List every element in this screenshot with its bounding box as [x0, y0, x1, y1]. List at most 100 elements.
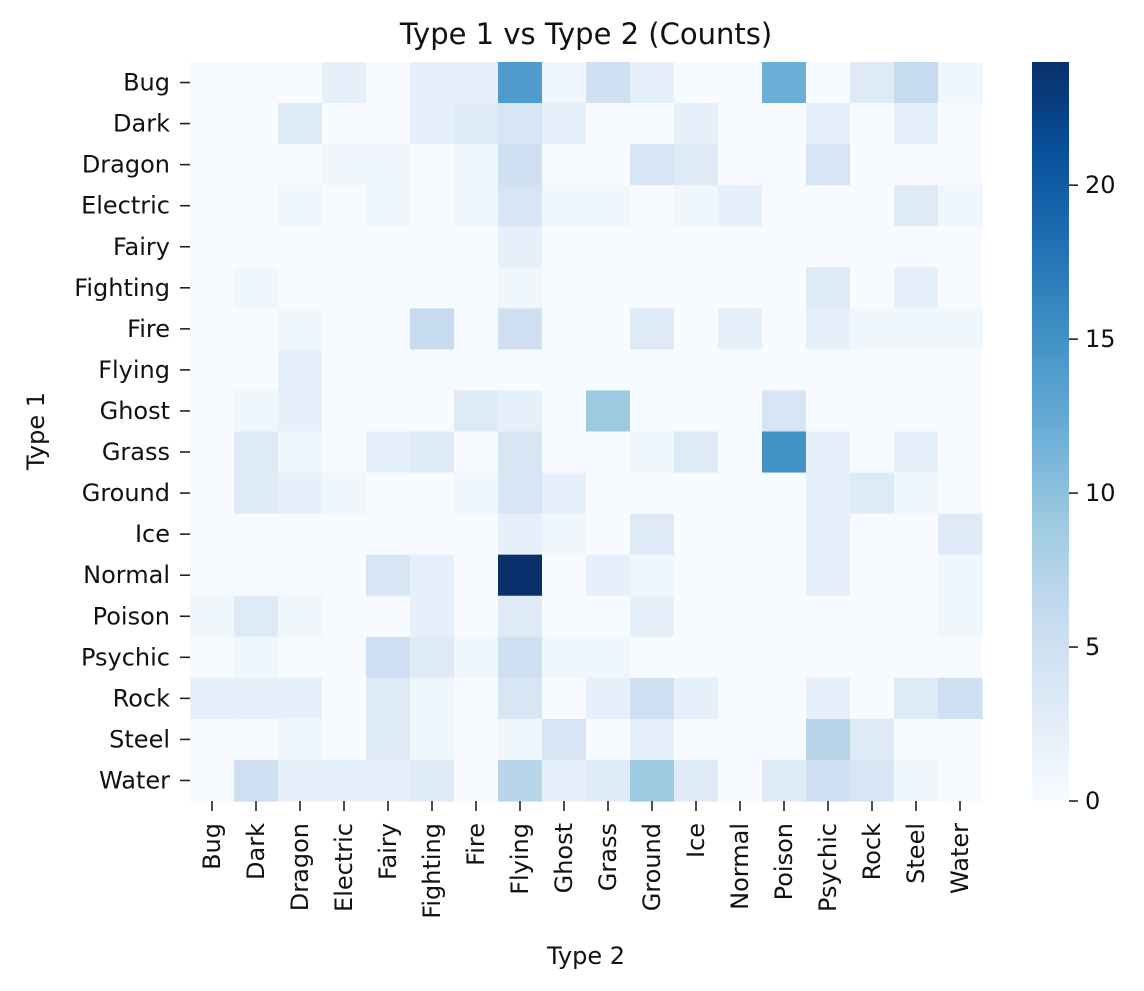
- y-tick-label-grass: Grass: [102, 438, 170, 466]
- cell-dark-fighting: Dark / Fighting: 2: [410, 103, 455, 145]
- cell-poison-ghost: Poison / Ghost: 0: [542, 595, 587, 638]
- cell-dragon-fairy: Dragon / Fairy: 1: [366, 144, 411, 186]
- y-tick-label-rock: Rock: [113, 684, 170, 712]
- cell-poison-electric: Poison / Electric: 0: [322, 595, 367, 638]
- cell-bug-rock: Bug / Rock: 3: [850, 62, 895, 104]
- cell-grass-bug: Grass / Bug: 0: [190, 431, 235, 474]
- cell-psychic-fire: Psychic / Fire: 1: [454, 636, 499, 679]
- cell-ice-psychic: Ice / Psychic: 2: [806, 513, 851, 556]
- cell-ghost-ground: Ghost / Ground: 0: [630, 390, 675, 433]
- cell-electric-ghost: Electric / Ghost: 1: [542, 185, 587, 227]
- cell-poison-fire: Poison / Fire: 0: [454, 595, 499, 638]
- cell-dragon-steel: Dragon / Steel: 0: [894, 144, 939, 186]
- cell-poison-ice: Poison / Ice: 0: [674, 595, 719, 638]
- cell-ground-flying: Ground / Flying: 4: [498, 472, 543, 515]
- cell-fairy-ground: Fairy / Ground: 0: [630, 226, 675, 268]
- cell-steel-fairy: Steel / Fairy: 3: [366, 718, 411, 761]
- cell-bug-bug: Bug / Bug: 0: [190, 62, 235, 104]
- x-tick-label-ice: Ice: [682, 823, 710, 858]
- cell-electric-poison: Electric / Poison: 0: [762, 185, 807, 227]
- x-tick-label-ground: Ground: [638, 823, 666, 911]
- x-tick-label-fairy: Fairy: [374, 823, 402, 880]
- cell-grass-normal: Grass / Normal: 0: [718, 431, 763, 474]
- cell-flying-dark: Flying / Dark: 0: [234, 349, 279, 392]
- cell-fire-fire: Fire / Fire: 0: [454, 308, 499, 350]
- x-tick-label-electric: Electric: [330, 823, 358, 912]
- cell-normal-poison: Normal / Poison: 0: [762, 554, 807, 597]
- cell-dark-ice: Dark / Ice: 2: [674, 103, 719, 145]
- y-tick-label-psychic: Psychic: [81, 643, 170, 671]
- cell-fire-water: Fire / Water: 1: [938, 308, 983, 350]
- cell-grass-dragon: Grass / Dragon: 1: [278, 431, 323, 474]
- cell-rock-fighting: Rock / Fighting: 1: [410, 677, 455, 720]
- cell-dragon-ice: Dragon / Ice: 3: [674, 144, 719, 186]
- cell-electric-steel: Electric / Steel: 3: [894, 185, 939, 227]
- cell-rock-ice: Rock / Ice: 2: [674, 677, 719, 720]
- cell-ghost-normal: Ghost / Normal: 0: [718, 390, 763, 433]
- cell-dragon-electric: Dragon / Electric: 1: [322, 144, 367, 186]
- cell-steel-rock: Steel / Rock: 3: [850, 718, 895, 761]
- cell-flying-flying: Flying / Flying: 0: [498, 349, 543, 392]
- cell-dragon-dark: Dragon / Dark: 0: [234, 144, 279, 186]
- cell-fairy-steel: Fairy / Steel: 0: [894, 226, 939, 268]
- cell-flying-poison: Flying / Poison: 0: [762, 349, 807, 392]
- cell-ice-rock: Ice / Rock: 0: [850, 513, 895, 556]
- cell-psychic-psychic: Psychic / Psychic: 0: [806, 636, 851, 679]
- cell-dark-rock: Dark / Rock: 0: [850, 103, 895, 145]
- cell-electric-dragon: Electric / Dragon: 1: [278, 185, 323, 227]
- cell-steel-ground: Steel / Ground: 2: [630, 718, 675, 761]
- cell-ice-fighting: Ice / Fighting: 0: [410, 513, 455, 556]
- cell-rock-dragon: Rock / Dragon: 2: [278, 677, 323, 720]
- cell-flying-psychic: Flying / Psychic: 0: [806, 349, 851, 392]
- x-tick-label-bug: Bug: [198, 823, 226, 870]
- cell-normal-dragon: Normal / Dragon: 0: [278, 554, 323, 597]
- cell-poison-bug: Poison / Bug: 1: [190, 595, 235, 638]
- cell-normal-flying: Normal / Flying: 24: [498, 554, 543, 597]
- cell-fairy-fighting: Fairy / Fighting: 0: [410, 226, 455, 268]
- cell-fairy-normal: Fairy / Normal: 0: [718, 226, 763, 268]
- cell-poison-poison: Poison / Poison: 0: [762, 595, 807, 638]
- cell-electric-water: Electric / Water: 1: [938, 185, 983, 227]
- cell-grass-ghost: Grass / Ghost: 0: [542, 431, 587, 474]
- cell-dragon-water: Dragon / Water: 0: [938, 144, 983, 186]
- cell-water-normal: Water / Normal: 0: [718, 759, 763, 802]
- cell-fighting-ground: Fighting / Ground: 0: [630, 267, 675, 309]
- cell-bug-ground: Bug / Ground: 2: [630, 62, 675, 104]
- cell-psychic-grass: Psychic / Grass: 1: [586, 636, 631, 679]
- cell-normal-steel: Normal / Steel: 0: [894, 554, 939, 597]
- cell-normal-normal: Normal / Normal: 0: [718, 554, 763, 597]
- cell-ground-dark: Ground / Dark: 3: [234, 472, 279, 515]
- cell-electric-psychic: Electric / Psychic: 0: [806, 185, 851, 227]
- cell-fairy-electric: Fairy / Electric: 0: [322, 226, 367, 268]
- cell-fire-steel: Fire / Steel: 1: [894, 308, 939, 350]
- cell-fighting-fairy: Fighting / Fairy: 0: [366, 267, 411, 309]
- cell-electric-grass: Electric / Grass: 1: [586, 185, 631, 227]
- cell-steel-dark: Steel / Dark: 0: [234, 718, 279, 761]
- cell-steel-steel: Steel / Steel: 0: [894, 718, 939, 761]
- cell-poison-ground: Poison / Ground: 2: [630, 595, 675, 638]
- cell-electric-rock: Electric / Rock: 0: [850, 185, 895, 227]
- cell-water-bug: Water / Bug: 0: [190, 759, 235, 802]
- y-tick-label-poison: Poison: [93, 602, 170, 630]
- cell-water-ghost: Water / Ghost: 2: [542, 759, 587, 802]
- cell-ice-normal: Ice / Normal: 0: [718, 513, 763, 556]
- cell-fighting-normal: Fighting / Normal: 0: [718, 267, 763, 309]
- cell-psychic-bug: Psychic / Bug: 0: [190, 636, 235, 679]
- colorbar-tick-label-20: 20: [1085, 171, 1116, 199]
- x-tick-label-water: Water: [946, 823, 974, 894]
- cell-grass-ice: Grass / Ice: 3: [674, 431, 719, 474]
- cell-flying-fairy: Flying / Fairy: 0: [366, 349, 411, 392]
- cell-dark-psychic: Dark / Psychic: 2: [806, 103, 851, 145]
- cell-flying-normal: Flying / Normal: 0: [718, 349, 763, 392]
- cell-ground-fairy: Ground / Fairy: 0: [366, 472, 411, 515]
- cell-ice-ice: Ice / Ice: 0: [674, 513, 719, 556]
- cell-fire-fighting: Fire / Fighting: 6: [410, 308, 455, 350]
- y-tick-label-fire: Fire: [127, 315, 170, 343]
- cell-dragon-psychic: Dragon / Psychic: 4: [806, 144, 851, 186]
- cell-ice-ghost: Ice / Ghost: 1: [542, 513, 587, 556]
- cell-poison-dark: Poison / Dark: 3: [234, 595, 279, 638]
- cell-steel-electric: Steel / Electric: 0: [322, 718, 367, 761]
- cell-water-rock: Water / Rock: 4: [850, 759, 895, 802]
- cell-psychic-dark: Psychic / Dark: 1: [234, 636, 279, 679]
